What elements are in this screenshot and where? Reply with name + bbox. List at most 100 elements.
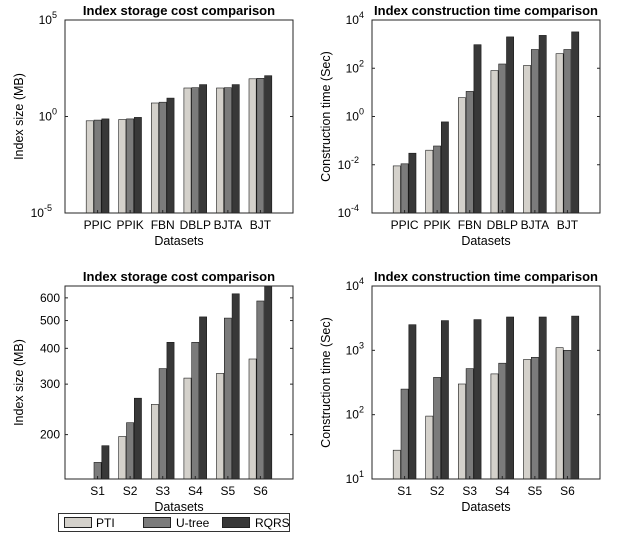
bar-rqrs-dblp [199, 84, 207, 214]
bar-rqrs-ppik [134, 117, 142, 214]
x-axis-label: Datasets [461, 500, 510, 514]
bar-pti-s3 [151, 404, 159, 480]
x-tick-label: S2 [123, 484, 138, 498]
x-tick-label: BJT [250, 218, 272, 232]
x-tick-label: S2 [430, 484, 445, 498]
x-tick-label: PPIK [116, 218, 143, 232]
bar-pti-bjta [216, 87, 224, 214]
legend-label-u-tree: U-tree [176, 516, 210, 530]
bar-u-tree-bjta [530, 49, 539, 214]
y-axis-label: Construction time (Sec) [319, 51, 333, 182]
legend-swatch-u-tree [143, 517, 171, 528]
x-tick-label: S3 [462, 484, 477, 498]
bar-pti-s1 [392, 449, 401, 480]
bar-u-tree-s3 [465, 368, 474, 480]
y-tick-label: 10-4 [338, 203, 359, 220]
legend-swatch-pti [64, 517, 92, 528]
x-tick-label: DBLP [180, 218, 211, 232]
legend: PTI U-tree RQRS [58, 513, 290, 532]
x-tick-label: S5 [221, 484, 236, 498]
bar-u-tree-ppic [93, 119, 102, 214]
y-tick-label: 105 [39, 10, 57, 27]
bar-rqrs-s2 [134, 397, 142, 480]
y-tick-label: 104 [346, 10, 364, 27]
bar-u-tree-bjt [256, 78, 265, 214]
bar-pti-s3 [457, 383, 466, 480]
bar-pti-s2 [425, 415, 434, 480]
y-tick-label: 102 [346, 405, 364, 422]
bar-rqrs-s3 [473, 319, 482, 480]
bar-pti-s5 [216, 373, 224, 480]
bar-u-tree-s2 [126, 422, 134, 480]
bar-rqrs-s2 [440, 320, 449, 480]
chart-title: Index construction time comparison [374, 3, 598, 18]
x-tick-label: FBN [458, 218, 482, 232]
chart-title: Index storage cost comparison [83, 3, 275, 18]
bar-u-tree-fbn [465, 91, 474, 214]
bar-pti-dblp [490, 70, 499, 214]
x-tick-label: S4 [495, 484, 510, 498]
y-axis-label: Construction time (Sec) [319, 317, 333, 448]
y-tick-label: 300 [40, 377, 60, 391]
bar-u-tree-bjt [563, 49, 572, 214]
bar-pti-ppic [85, 120, 94, 214]
bar-rqrs-bjt [571, 31, 580, 214]
bar-pti-s6 [555, 347, 564, 480]
y-tick-label: 10-5 [31, 203, 52, 220]
bar-pti-fbn [151, 102, 159, 214]
y-tick-label: 101 [346, 469, 364, 486]
x-tick-label: PPIK [423, 218, 450, 232]
bar-u-tree-s6 [256, 300, 265, 480]
bar-pti-s5 [523, 359, 531, 480]
bar-rqrs-s5 [538, 316, 547, 480]
x-tick-label: BJT [557, 218, 579, 232]
legend-label-rqrs: RQRS [255, 516, 290, 530]
x-tick-label: S1 [90, 484, 105, 498]
x-tick-label: PPIC [84, 218, 112, 232]
axes-box [64, 285, 294, 480]
bar-u-tree-s2 [433, 377, 441, 480]
chart-panel-4: S1 S2 S3 S4 S5 S6 101 102 103 104 Index constructi… [319, 269, 601, 514]
bar-rqrs-s6 [264, 285, 273, 480]
x-axis-label: Datasets [154, 500, 203, 514]
bar-pti-ppik [425, 149, 434, 214]
bar-rqrs-bjta [538, 35, 547, 214]
bar-pti-s4 [183, 377, 192, 480]
x-tick-label: S6 [560, 484, 575, 498]
x-tick-label: FBN [151, 218, 175, 232]
bar-u-tree-s4 [498, 362, 507, 480]
chart-title: Index storage cost comparison [83, 269, 275, 284]
bar-u-tree-ppic [400, 163, 409, 214]
y-axis-label: Index size (MB) [12, 73, 26, 160]
bar-rqrs-bjta [231, 84, 240, 214]
bar-u-tree-dblp [498, 63, 507, 214]
bar-rqrs-s1 [101, 445, 110, 480]
x-tick-label: BJTA [214, 218, 242, 232]
chart-panel-2: PPIC PPIK FBN DBLP BJTA BJT 10-4 10-2 100 102 104 I… [319, 3, 601, 248]
bar-rqrs-fbn [166, 97, 175, 214]
bar-rqrs-fbn [473, 44, 482, 214]
bar-u-tree-s4 [191, 341, 200, 480]
y-tick-label: 400 [40, 341, 60, 355]
y-tick-label: 600 [40, 291, 60, 305]
bar-pti-dblp [183, 87, 192, 214]
bar-u-tree-dblp [191, 87, 200, 214]
x-tick-label: S6 [253, 484, 268, 498]
y-tick-label: 200 [40, 428, 60, 442]
x-axis-label: Datasets [461, 234, 510, 248]
chart-panel-3: S1 S2 S3 S4 S5 S6 200 300 400 500 600 Index storage… [12, 269, 294, 514]
bar-rqrs-bjt [264, 75, 273, 214]
y-tick-label: 104 [346, 276, 364, 293]
x-tick-label: S4 [188, 484, 203, 498]
y-tick-label: 100 [39, 107, 57, 124]
bar-rqrs-ppic [408, 152, 417, 214]
axes-box [371, 285, 601, 480]
bar-rqrs-ppic [101, 118, 110, 214]
bar-u-tree-s6 [563, 349, 572, 480]
x-tick-label: PPIC [391, 218, 419, 232]
x-tick-label: DBLP [487, 218, 518, 232]
bar-u-tree-s5 [224, 317, 232, 480]
bar-rqrs-s4 [506, 316, 514, 480]
bar-u-tree-s1 [400, 388, 409, 480]
